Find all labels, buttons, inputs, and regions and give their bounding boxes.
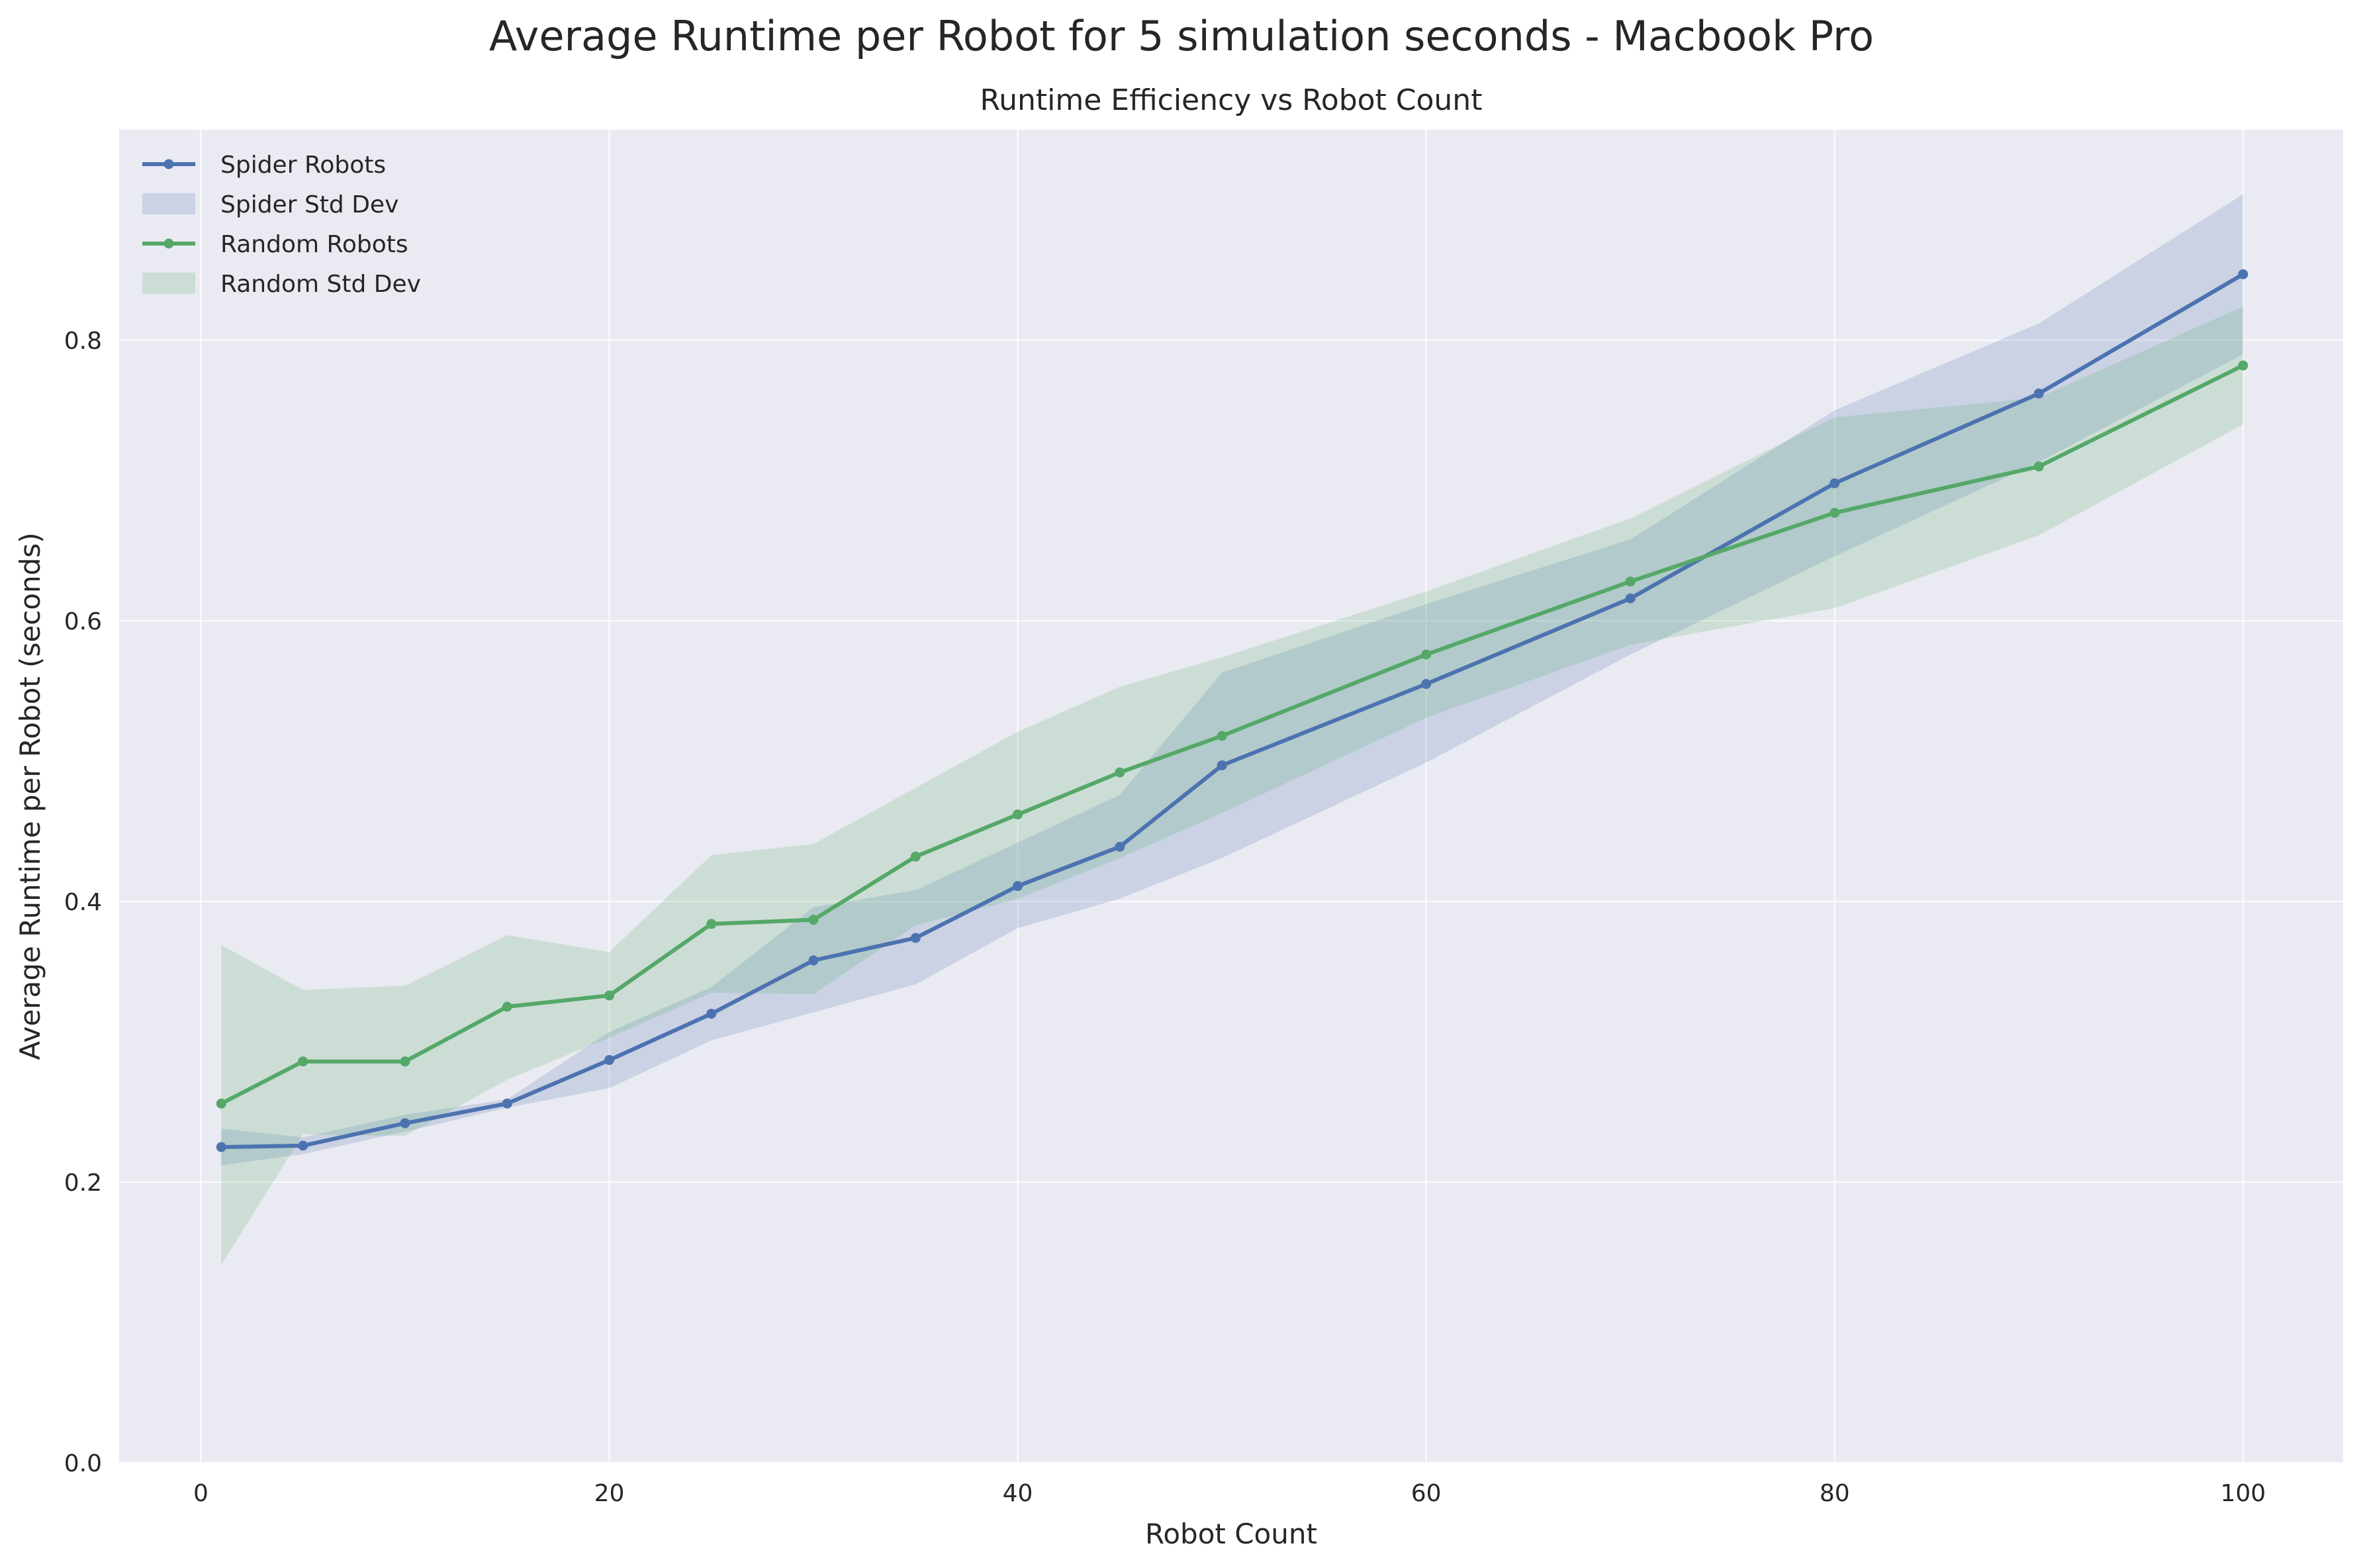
y-tick-label: 0.6 <box>64 608 102 635</box>
data-point-1-14 <box>2033 461 2044 472</box>
x-axis-label: Robot Count <box>1145 1518 1317 1550</box>
data-point-0-14 <box>2033 389 2044 399</box>
figure-suptitle: Average Runtime per Robot for 5 simulati… <box>488 12 1875 60</box>
data-point-0-3 <box>502 1098 512 1109</box>
data-point-0-1 <box>298 1140 308 1151</box>
data-point-1-10 <box>1217 731 1227 741</box>
data-point-1-8 <box>1013 809 1023 820</box>
data-point-0-13 <box>1830 478 1840 488</box>
legend-band-swatch-1 <box>142 273 195 294</box>
plot-background <box>119 130 2343 1463</box>
y-axis-label: Average Runtime per Robot (seconds) <box>14 532 46 1060</box>
data-point-0-9 <box>1115 841 1125 852</box>
x-tick-label: 80 <box>1820 1480 1850 1507</box>
chart-title: Runtime Efficiency vs Robot Count <box>980 83 1483 117</box>
data-point-1-12 <box>1625 576 1636 587</box>
x-tick-label: 0 <box>193 1480 208 1507</box>
legend-label-0: Spider Robots <box>220 152 386 179</box>
data-point-1-1 <box>298 1056 308 1067</box>
legend-marker-1 <box>163 238 174 249</box>
data-point-1-15 <box>2238 360 2248 371</box>
legend-band-label-0: Spider Std Dev <box>220 191 398 218</box>
legend-band-label-1: Random Std Dev <box>220 271 421 298</box>
series-line-0 <box>219 272 2245 1149</box>
legend-label-1: Random Robots <box>220 231 408 258</box>
y-tick-label: 0.0 <box>64 1450 102 1477</box>
data-point-1-5 <box>706 919 717 929</box>
legend-marker-0 <box>163 159 174 169</box>
data-point-0-4 <box>604 1055 614 1066</box>
y-tick-label: 0.4 <box>64 889 102 916</box>
data-point-0-0 <box>216 1142 226 1152</box>
data-point-1-3 <box>502 1001 512 1012</box>
data-point-0-8 <box>1013 881 1023 892</box>
data-point-0-10 <box>1217 760 1227 770</box>
data-point-0-15 <box>2238 269 2248 279</box>
y-tick-label: 0.8 <box>64 328 102 355</box>
x-tick-label: 100 <box>2220 1480 2266 1507</box>
data-point-1-7 <box>910 851 921 862</box>
data-point-1-9 <box>1115 767 1125 778</box>
data-point-0-2 <box>400 1118 410 1129</box>
data-point-0-5 <box>706 1009 717 1019</box>
data-point-1-4 <box>604 990 614 1001</box>
y-tick-label: 0.2 <box>64 1170 102 1197</box>
x-tick-label: 60 <box>1411 1480 1442 1507</box>
data-point-0-6 <box>808 955 819 966</box>
series-band-0 <box>221 194 2243 1166</box>
data-point-0-7 <box>910 933 921 943</box>
legend-band-swatch-0 <box>142 193 195 214</box>
data-point-0-12 <box>1625 593 1636 604</box>
data-point-1-11 <box>1421 649 1432 660</box>
data-point-1-13 <box>1830 508 1840 518</box>
data-point-1-6 <box>808 915 819 925</box>
x-tick-label: 20 <box>594 1480 625 1507</box>
x-tick-label: 40 <box>1003 1480 1033 1507</box>
data-point-0-11 <box>1421 678 1432 689</box>
series-line-1 <box>219 363 2245 1106</box>
data-point-1-0 <box>216 1098 226 1109</box>
data-point-1-2 <box>400 1056 410 1067</box>
